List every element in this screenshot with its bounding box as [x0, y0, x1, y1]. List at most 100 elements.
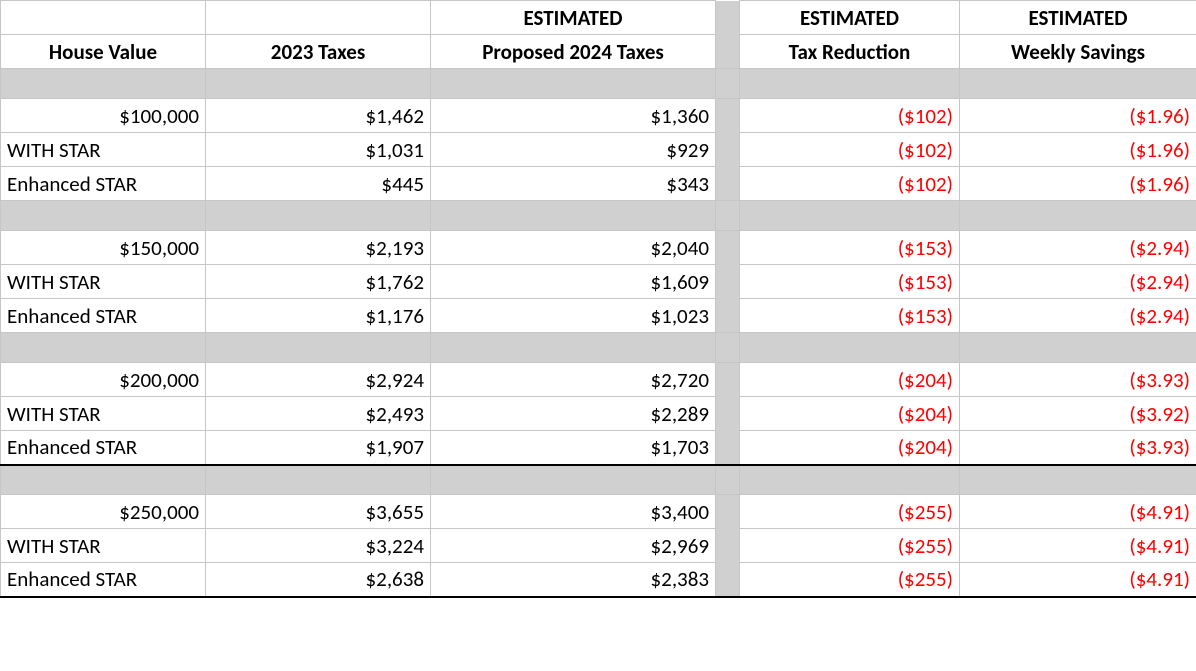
table-row: $100,000$1,462$1,360($102)($1.96) — [1, 99, 1196, 133]
header-row-2: House Value2023 TaxesProposed 2024 Taxes… — [1, 35, 1196, 69]
cell-taxes-2023: $3,655 — [206, 495, 431, 529]
header-2023-taxes: 2023 Taxes — [206, 35, 431, 69]
cell-taxes-2023: $2,924 — [206, 363, 431, 397]
table-row: Enhanced STAR$1,907$1,703 ($204)($3.93) — [1, 431, 1196, 465]
gutter — [716, 363, 740, 397]
cell-label: Enhanced STAR — [1, 299, 206, 333]
cell-taxes-2024: $3,400 — [431, 495, 716, 529]
cell-weekly-savings: ($4.91) — [960, 495, 1196, 529]
cell-taxes-2024: $2,720 — [431, 363, 716, 397]
cell-taxes-2024: $2,383 — [431, 563, 716, 597]
cell-taxes-2024: $2,040 — [431, 231, 716, 265]
cell-tax-reduction: ($102) — [740, 167, 960, 201]
cell-label: Enhanced STAR — [1, 563, 206, 597]
gutter — [716, 231, 740, 265]
cell-weekly-savings: ($2.94) — [960, 231, 1196, 265]
gutter — [716, 35, 740, 69]
cell-label: Enhanced STAR — [1, 431, 206, 465]
cell-taxes-2023: $2,638 — [206, 563, 431, 597]
cell-taxes-2023: $1,462 — [206, 99, 431, 133]
cell-taxes-2024: $1,609 — [431, 265, 716, 299]
cell-taxes-2023: $445 — [206, 167, 431, 201]
cell-taxes-2023: $2,193 — [206, 231, 431, 265]
gutter — [716, 495, 740, 529]
cell-weekly-savings: ($4.91) — [960, 529, 1196, 563]
header-weekly-savings: Weekly Savings — [960, 35, 1196, 69]
cell-weekly-savings: ($2.94) — [960, 265, 1196, 299]
cell-weekly-savings: ($1.96) — [960, 133, 1196, 167]
gutter — [716, 99, 740, 133]
gutter — [716, 299, 740, 333]
header-blank — [206, 1, 431, 35]
cell-taxes-2023: $1,907 — [206, 431, 431, 465]
cell-tax-reduction: ($153) — [740, 265, 960, 299]
cell-taxes-2024: $1,360 — [431, 99, 716, 133]
table-row: Enhanced STAR$2,638$2,383 ($255)($4.91) — [1, 563, 1196, 597]
table-row: WITH STAR$1,762$1,609 ($153)($2.94) — [1, 265, 1196, 299]
gutter — [716, 1, 740, 35]
cell-tax-reduction: ($153) — [740, 231, 960, 265]
gutter — [716, 133, 740, 167]
cell-label: WITH STAR — [1, 133, 206, 167]
cell-taxes-2023: $1,031 — [206, 133, 431, 167]
cell-tax-reduction: ($204) — [740, 397, 960, 431]
cell-label: Enhanced STAR — [1, 167, 206, 201]
cell-label: $250,000 — [1, 495, 206, 529]
table-row: WITH STAR$2,493$2,289 ($204)($3.92) — [1, 397, 1196, 431]
cell-weekly-savings: ($1.96) — [960, 99, 1196, 133]
header-row-1: ESTIMATEDESTIMATEDESTIMATED — [1, 1, 1196, 35]
header-estimated: ESTIMATED — [431, 1, 716, 35]
table-row: Enhanced STAR$1,176$1,023 ($153)($2.94) — [1, 299, 1196, 333]
separator-row — [1, 201, 1196, 231]
table-row: WITH STAR$3,224$2,969($255)($4.91) — [1, 529, 1196, 563]
table-row: $200,000$2,924$2,720 ($204)($3.93) — [1, 363, 1196, 397]
table-row: $250,000$3,655$3,400 ($255)($4.91) — [1, 495, 1196, 529]
header-2024-taxes: Proposed 2024 Taxes — [431, 35, 716, 69]
cell-label: $200,000 — [1, 363, 206, 397]
cell-label: WITH STAR — [1, 265, 206, 299]
table-row: Enhanced STAR$445$343 ($102)($1.96) — [1, 167, 1196, 201]
gutter — [716, 167, 740, 201]
cell-taxes-2023: $1,762 — [206, 265, 431, 299]
header-estimated: ESTIMATED — [960, 1, 1196, 35]
gutter — [716, 431, 740, 465]
cell-tax-reduction: ($204) — [740, 431, 960, 465]
cell-taxes-2024: $1,703 — [431, 431, 716, 465]
gutter — [716, 265, 740, 299]
cell-label: $150,000 — [1, 231, 206, 265]
header-house-value: House Value — [1, 35, 206, 69]
cell-label: WITH STAR — [1, 397, 206, 431]
separator-row — [1, 69, 1196, 99]
cell-taxes-2023: $1,176 — [206, 299, 431, 333]
tax-comparison-table: ESTIMATEDESTIMATEDESTIMATEDHouse Value20… — [0, 0, 1196, 598]
cell-taxes-2024: $2,969 — [431, 529, 716, 563]
cell-weekly-savings: ($1.96) — [960, 167, 1196, 201]
separator-row — [1, 333, 1196, 363]
cell-taxes-2023: $2,493 — [206, 397, 431, 431]
header-tax-reduction: Tax Reduction — [740, 35, 960, 69]
cell-weekly-savings: ($3.93) — [960, 431, 1196, 465]
cell-taxes-2024: $929 — [431, 133, 716, 167]
cell-weekly-savings: ($2.94) — [960, 299, 1196, 333]
cell-weekly-savings: ($3.93) — [960, 363, 1196, 397]
cell-taxes-2024: $2,289 — [431, 397, 716, 431]
cell-tax-reduction: ($102) — [740, 133, 960, 167]
gutter — [716, 563, 740, 597]
cell-tax-reduction: ($204) — [740, 363, 960, 397]
cell-taxes-2024: $343 — [431, 167, 716, 201]
cell-weekly-savings: ($3.92) — [960, 397, 1196, 431]
cell-label: WITH STAR — [1, 529, 206, 563]
cell-tax-reduction: ($255) — [740, 563, 960, 597]
cell-tax-reduction: ($255) — [740, 495, 960, 529]
cell-label: $100,000 — [1, 99, 206, 133]
cell-taxes-2023: $3,224 — [206, 529, 431, 563]
table-row: $150,000$2,193$2,040 ($153)($2.94) — [1, 231, 1196, 265]
gutter — [716, 397, 740, 431]
gutter — [716, 529, 740, 563]
table-row: WITH STAR$1,031$929 ($102)($1.96) — [1, 133, 1196, 167]
cell-taxes-2024: $1,023 — [431, 299, 716, 333]
separator-row — [1, 465, 1196, 495]
cell-weekly-savings: ($4.91) — [960, 563, 1196, 597]
cell-tax-reduction: ($153) — [740, 299, 960, 333]
header-estimated: ESTIMATED — [740, 1, 960, 35]
